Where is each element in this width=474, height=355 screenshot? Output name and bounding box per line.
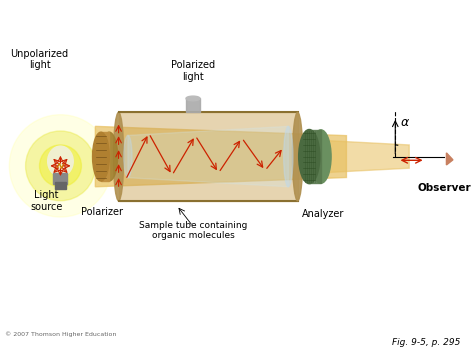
Polygon shape: [95, 126, 346, 187]
Ellipse shape: [26, 131, 95, 201]
Text: © 2007 Thomson Higher Education: © 2007 Thomson Higher Education: [5, 331, 116, 337]
Bar: [186, 98, 200, 113]
Ellipse shape: [101, 132, 118, 181]
Bar: [54, 173, 67, 184]
Text: Polarizer: Polarizer: [82, 207, 123, 217]
Text: Observer: Observer: [417, 184, 471, 193]
Ellipse shape: [283, 126, 293, 187]
Text: Light
source: Light source: [30, 190, 63, 212]
Ellipse shape: [92, 132, 109, 181]
Text: Sample tube containing
organic molecules: Sample tube containing organic molecules: [139, 220, 247, 240]
Ellipse shape: [124, 135, 132, 178]
FancyBboxPatch shape: [101, 132, 109, 181]
Polygon shape: [447, 153, 453, 165]
Polygon shape: [118, 113, 298, 201]
Ellipse shape: [292, 113, 303, 201]
Ellipse shape: [299, 130, 319, 183]
FancyBboxPatch shape: [309, 130, 321, 183]
Text: Analyzer: Analyzer: [302, 209, 345, 219]
Ellipse shape: [186, 96, 200, 101]
Text: Fig. 9-5, p. 295: Fig. 9-5, p. 295: [392, 338, 460, 347]
Ellipse shape: [310, 130, 331, 183]
Text: Polarized
light: Polarized light: [171, 60, 215, 82]
Ellipse shape: [48, 146, 73, 176]
Ellipse shape: [113, 113, 124, 201]
Text: Unpolarized
light: Unpolarized light: [10, 49, 69, 70]
Ellipse shape: [39, 145, 82, 187]
Text: α: α: [401, 116, 409, 129]
Bar: [55, 182, 66, 189]
Polygon shape: [128, 126, 288, 187]
Ellipse shape: [9, 115, 111, 217]
Polygon shape: [321, 140, 409, 173]
